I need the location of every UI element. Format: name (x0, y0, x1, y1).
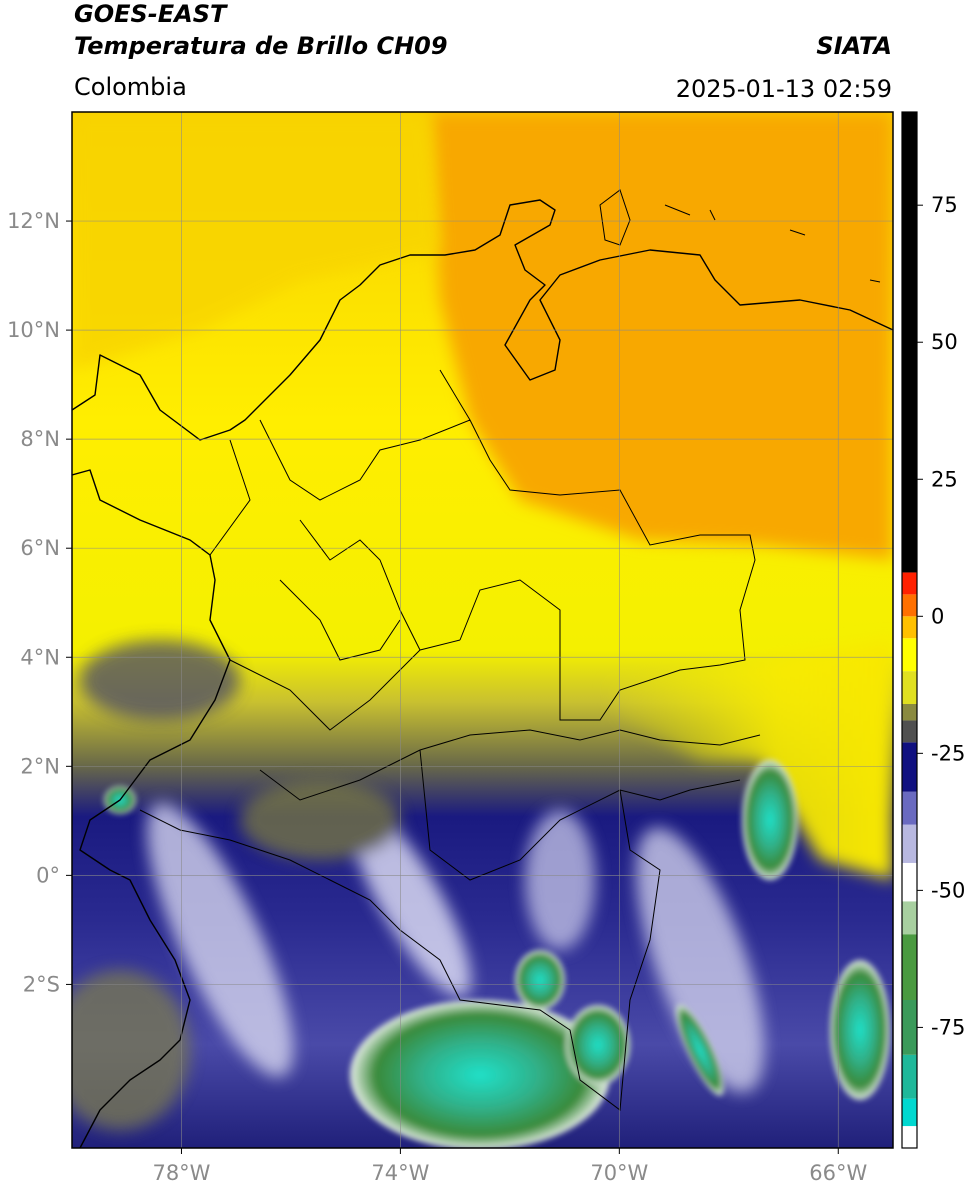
colorbar-tick-label: 50 (931, 330, 958, 354)
colorbar-tick-label: -75 (931, 1015, 965, 1039)
colorbar-tick-label: 0 (931, 604, 944, 628)
colorbar-segment (902, 720, 917, 743)
subtitle: Temperatura de Brillo CH09 (74, 32, 448, 60)
imagery (72, 112, 893, 1148)
colorbar-tick-label: 25 (931, 467, 958, 491)
colorbar: 75 50 25 0 -25 -50 -75 (902, 112, 965, 1148)
source: SIATA (816, 32, 892, 60)
graticule (72, 112, 893, 1148)
x-tick-label: 78°W (152, 1161, 210, 1185)
colorbar-segment (902, 704, 917, 721)
y-tick-label: 0° (36, 863, 60, 887)
colorbar-segment (902, 1098, 917, 1127)
colorbar-segment (902, 824, 917, 863)
colorbar-segment (902, 1000, 917, 1055)
y-tick-label: 4°N (20, 645, 60, 669)
colorbar-segment (902, 594, 917, 617)
datetime: 2025-01-13 02:59 (676, 75, 892, 103)
y-tick-label: 6°N (20, 536, 60, 560)
x-tick-label: 70°W (590, 1161, 648, 1185)
colorbar-segment (902, 1126, 917, 1148)
colorbar-segment (902, 572, 917, 595)
y-tick-label: 2°N (20, 754, 60, 778)
colorbar-segment (902, 616, 917, 639)
region: Colombia (74, 73, 187, 101)
title: GOES-EAST (74, 0, 228, 28)
colorbar-segment (902, 901, 917, 935)
colorbar-segment (902, 742, 917, 792)
colorbar-tick-label: 75 (931, 193, 958, 217)
colorbar-tick-label: -25 (931, 741, 965, 765)
x-tick-label: 74°W (371, 1161, 429, 1185)
x-tick-label: 66°W (809, 1161, 867, 1185)
y-tick-label: 8°N (20, 427, 60, 451)
colorbar-frame (901, 111, 918, 1149)
colorbar-segment (902, 791, 917, 825)
y-tick-label: 12°N (7, 209, 60, 233)
colorbar-segment (902, 934, 917, 1000)
colorbar-segment (902, 671, 917, 704)
colorbar-segment (902, 638, 917, 672)
colorbar-tick-label: -50 (931, 878, 965, 902)
y-tick-label: 10°N (7, 318, 60, 342)
colorbar-segment (902, 862, 917, 902)
map-frame (71, 111, 894, 1149)
colorbar-segment (902, 1054, 917, 1099)
colorbar-segment (902, 112, 917, 573)
y-tick-label: 2°S (23, 972, 60, 996)
